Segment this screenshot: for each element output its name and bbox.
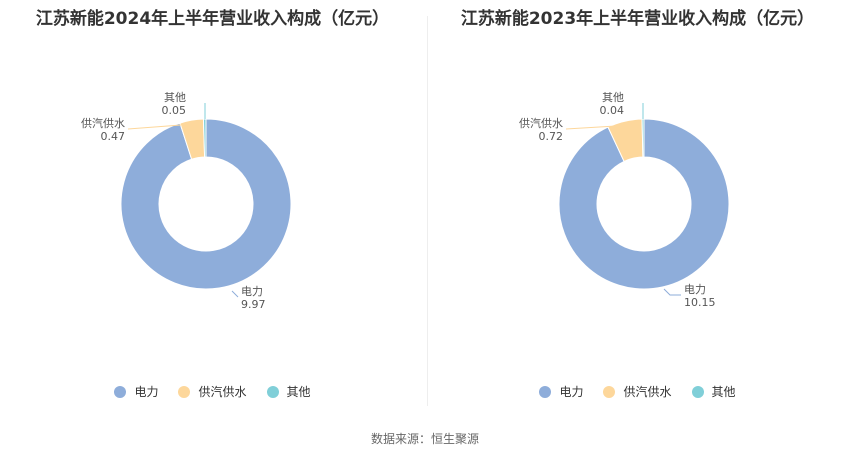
donut-slice-power[interactable] [120, 118, 292, 290]
data-label-value-steam-water: 0.72 [539, 130, 564, 143]
donut-slice-power[interactable] [558, 118, 730, 290]
data-label-name-power: 电力 [684, 283, 706, 296]
legend: 电力 供汽供水 其他 [0, 383, 425, 400]
data-label-value-steam-water: 0.47 [101, 130, 126, 143]
data-label-value-power: 9.97 [241, 298, 266, 311]
donut-slice-other[interactable] [202, 118, 207, 158]
data-label-name-steam-water: 供汽供水 [81, 116, 125, 130]
legend-marker-power [539, 385, 552, 398]
chart-panel-2023: 江苏新能2023年上半年营业收入构成（亿元） 电力 10.15 供汽供水 0.72 其他… [425, 0, 850, 415]
legend-item-steam-water[interactable]: 供汽供水 [178, 383, 247, 400]
leader-line-steam-water [127, 124, 182, 130]
legend-marker-steam-water [603, 385, 616, 398]
data-label-value-other: 0.04 [600, 104, 625, 117]
data-source: 数据来源：恒生聚源 [370, 432, 479, 446]
data-label-name-other: 其他 [602, 91, 624, 104]
chart-title: 江苏新能2024年上半年营业收入构成（亿元） [35, 9, 390, 29]
legend-item-other[interactable]: 其他 [266, 383, 311, 400]
leader-line-power [231, 290, 239, 298]
chart-panel-2024: 江苏新能2024年上半年营业收入构成（亿元） 电力 9.97 供汽供水 0.47 其他 0… [0, 0, 425, 415]
legend-marker-steam-water [178, 385, 191, 398]
data-label-name-power: 电力 [241, 285, 263, 298]
legend-label: 其他 [711, 385, 736, 399]
panel-divider [427, 16, 428, 406]
legend-item-power[interactable]: 电力 [114, 383, 158, 400]
chart-title: 江苏新能2023年上半年营业收入构成（亿元） [460, 9, 815, 29]
legend-marker-other [266, 385, 279, 398]
legend-label: 供汽供水 [198, 385, 247, 399]
donut-slice-other[interactable] [641, 118, 645, 158]
data-label-name-steam-water: 供汽供水 [519, 116, 563, 130]
leader-line-steam-water [565, 125, 617, 130]
legend-marker-power [114, 385, 127, 398]
data-label-name-other: 其他 [164, 91, 186, 104]
legend-item-other[interactable]: 其他 [691, 383, 736, 400]
legend: 电力 供汽供水 其他 [425, 383, 850, 400]
data-label-value-other: 0.05 [162, 104, 187, 117]
legend-label: 供汽供水 [623, 385, 672, 399]
leader-line-power [663, 288, 681, 296]
legend-item-power[interactable]: 电力 [539, 383, 583, 400]
legend-label: 电力 [559, 385, 584, 399]
data-label-value-power: 10.15 [684, 296, 716, 309]
legend-item-steam-water[interactable]: 供汽供水 [603, 383, 672, 400]
legend-label: 其他 [286, 385, 311, 399]
legend-label: 电力 [134, 385, 159, 399]
legend-marker-other [691, 385, 704, 398]
